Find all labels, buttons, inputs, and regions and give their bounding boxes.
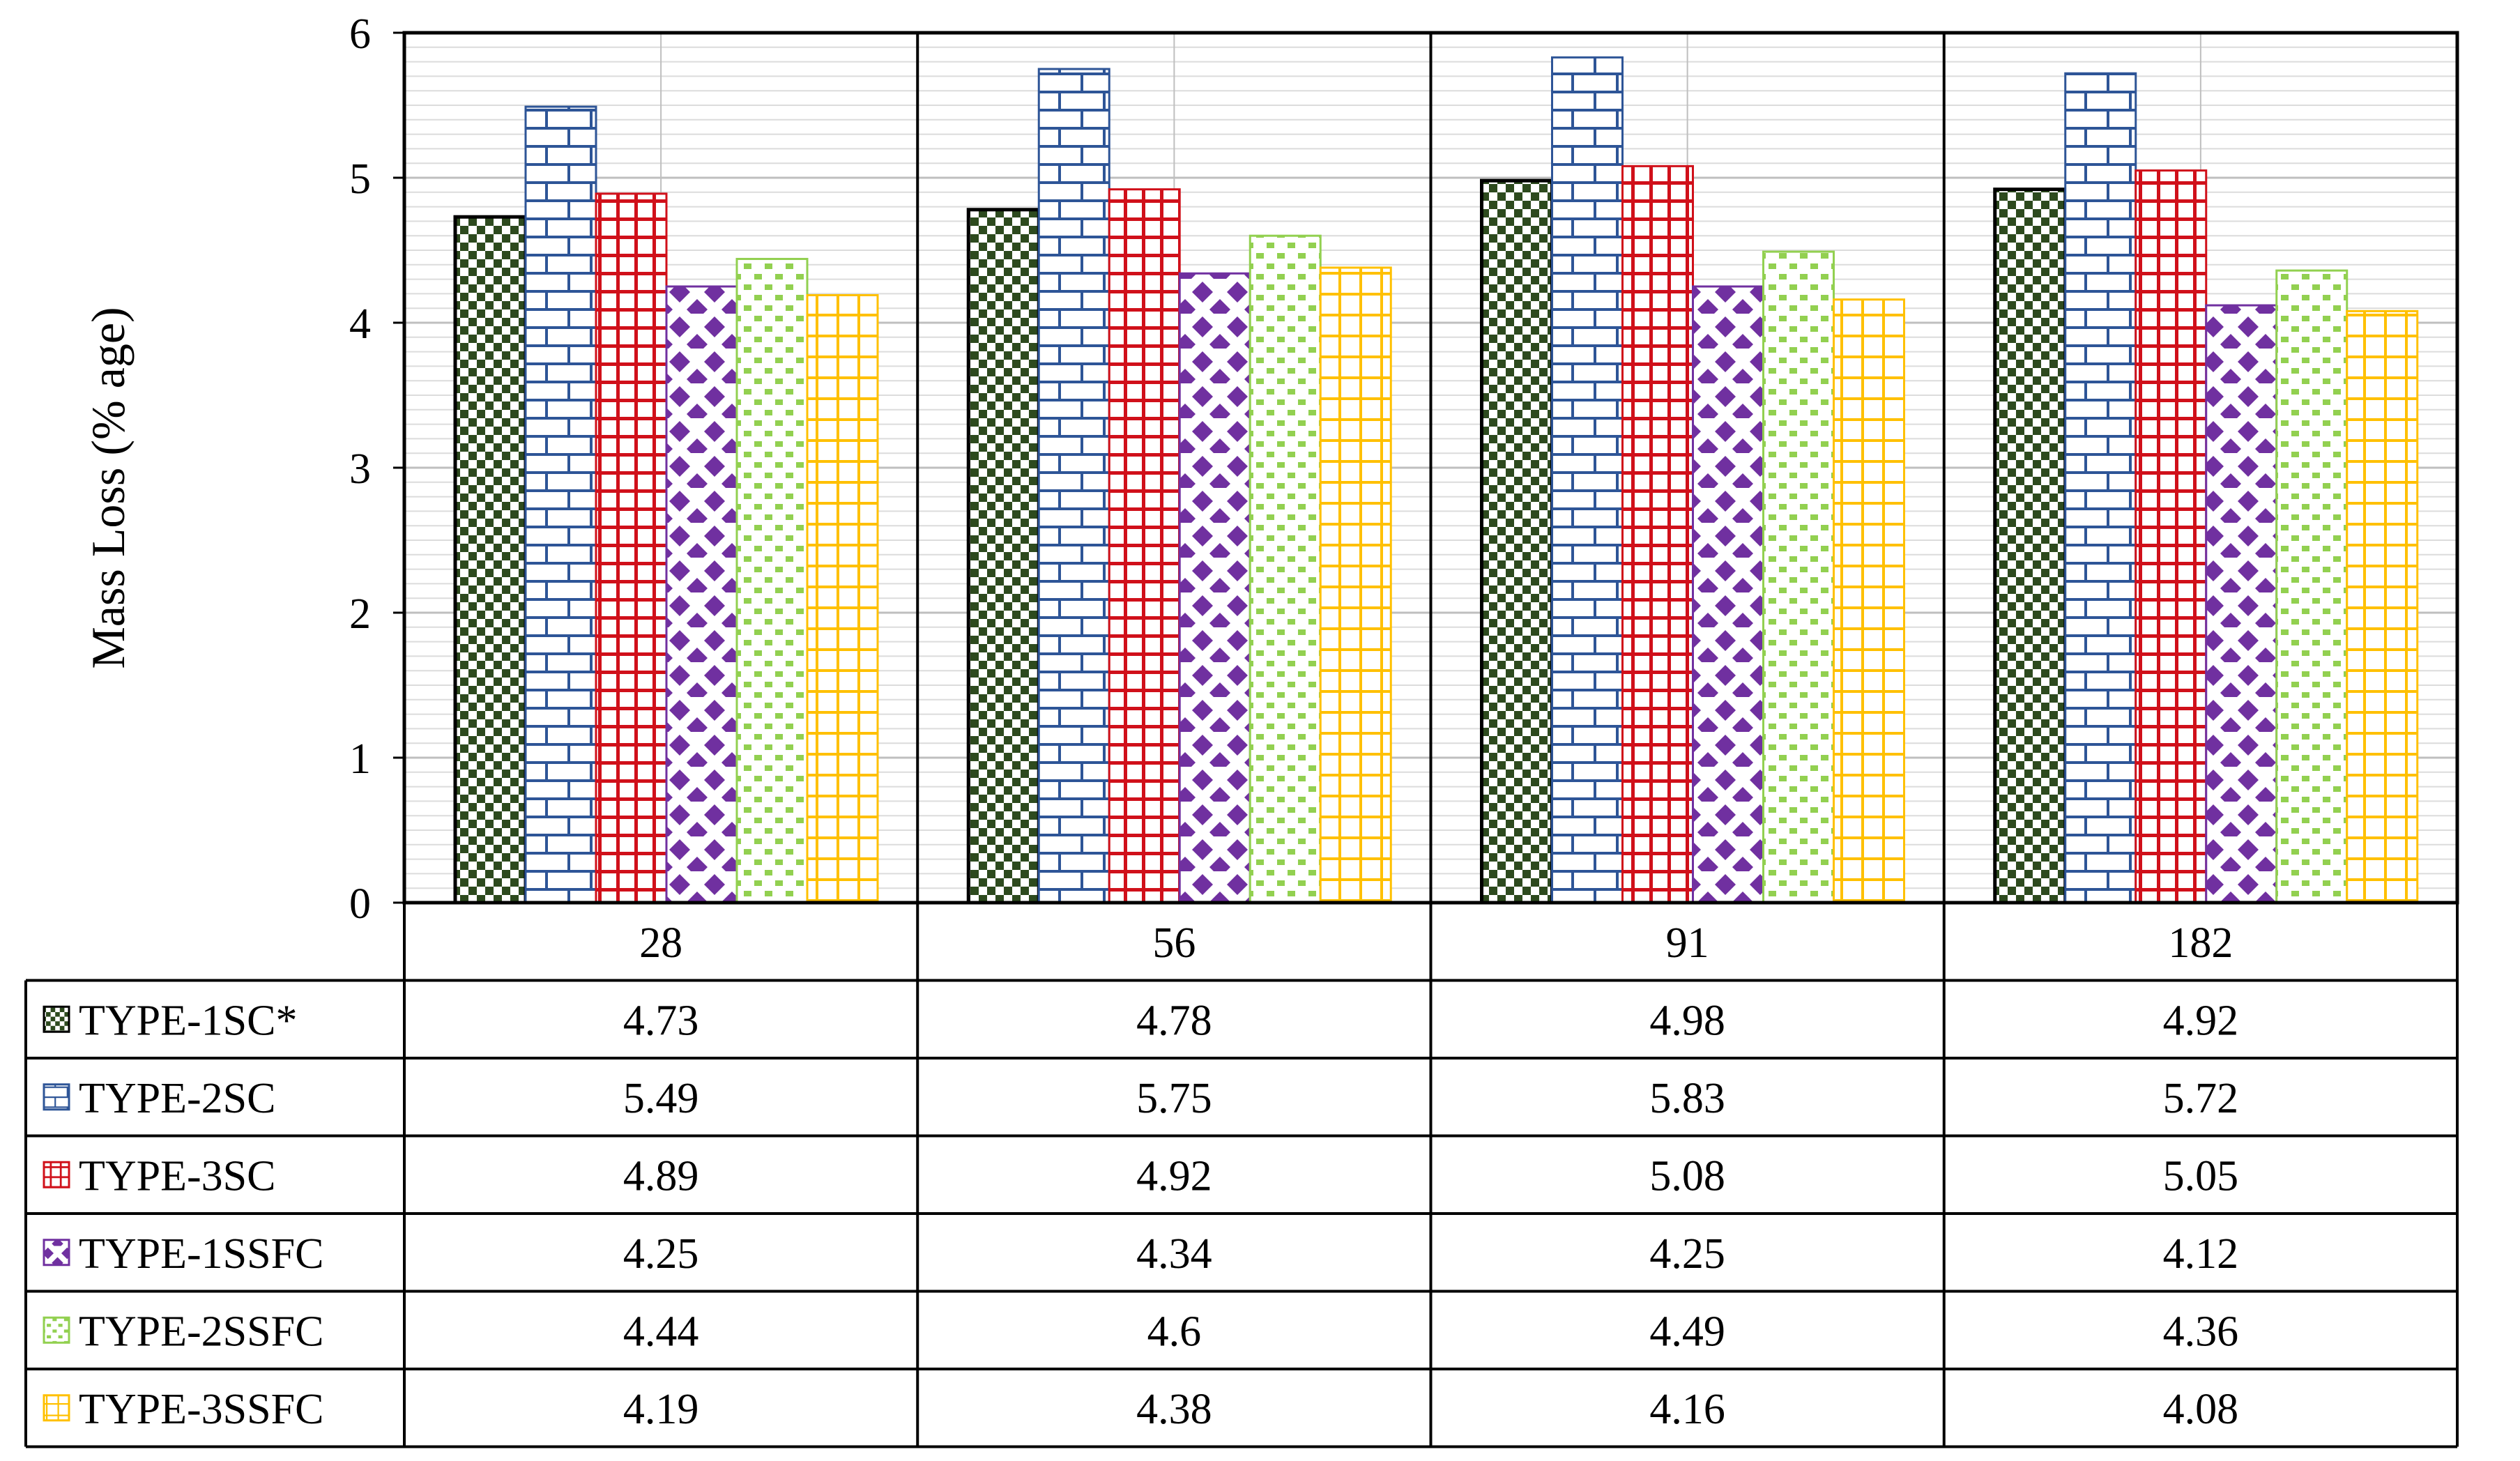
data-label: 4.78 (1136, 997, 1212, 1044)
diamond-icon (43, 1239, 70, 1267)
brick-icon (43, 1083, 70, 1111)
bar-type2ssfc-28 (735, 257, 809, 904)
legend-label: TYPE-2SC (79, 1075, 275, 1122)
cross-grid-icon (43, 1394, 70, 1422)
data-label: 4.12 (2163, 1230, 2239, 1278)
data-label: 4.89 (623, 1152, 699, 1200)
data-label: 5.49 (623, 1075, 699, 1122)
data-table: 28 56 91 182 TYPE-1SC* 4.73 4.78 4.98 4.92 TYPE-2… (24, 901, 2459, 1448)
data-label: 5.75 (1136, 1075, 1212, 1122)
data-label: 4.25 (1649, 1230, 1725, 1278)
data-label: 4.38 (1136, 1386, 1212, 1433)
bars-layer (453, 56, 2419, 905)
data-label: 4.92 (1136, 1152, 1212, 1200)
y-tick-label: 6 (349, 10, 371, 58)
y-tick-label: 0 (349, 880, 371, 928)
bar-type1sc-28 (453, 215, 528, 905)
bar-type1sc-91 (1480, 178, 1554, 905)
bar-type3ssfc-56 (1319, 266, 1392, 904)
bar-type2sc-28 (524, 105, 597, 904)
legend-label: TYPE-2SSFC (79, 1308, 323, 1355)
dotted-squares-icon (43, 1316, 70, 1344)
data-label: 4.19 (623, 1386, 699, 1433)
data-label: 4.98 (1649, 997, 1725, 1044)
data-label: 4.25 (623, 1230, 699, 1278)
bar-type3ssfc-28 (806, 293, 879, 904)
bar-type3sc-91 (1621, 165, 1694, 904)
bar-type1ssfc-182 (2205, 304, 2278, 904)
data-label: 4.73 (623, 997, 699, 1044)
data-label: 4.49 (1649, 1308, 1725, 1355)
bar-type1ssfc-56 (1178, 272, 1251, 904)
grid-icon (43, 1161, 70, 1188)
bar-type1ssfc-91 (1692, 285, 1764, 904)
bar-type2sc-91 (1551, 56, 1624, 904)
data-label: 4.08 (2163, 1386, 2239, 1433)
bar-type3sc-182 (2135, 169, 2208, 904)
x-category-label: 56 (1152, 919, 1196, 967)
data-label: 5.72 (2163, 1075, 2239, 1122)
y-tick-label: 4 (349, 300, 371, 348)
legend-label: TYPE-1SC* (79, 997, 297, 1044)
y-tick-label: 2 (349, 590, 371, 638)
y-tick-label: 1 (349, 735, 371, 783)
x-category-label: 28 (639, 919, 682, 967)
x-category-label: 182 (2168, 919, 2233, 967)
bar-type3ssfc-182 (2346, 309, 2419, 904)
legend-label: TYPE-1SSFC (79, 1230, 323, 1278)
bar-type1sc-56 (966, 208, 1041, 905)
y-tick-label: 3 (349, 445, 371, 493)
data-label: 4.36 (2163, 1308, 2239, 1355)
data-label: 5.05 (2163, 1152, 2239, 1200)
bar-type3ssfc-91 (1833, 298, 1905, 904)
bar-type2sc-56 (1037, 68, 1110, 904)
bar-type1ssfc-28 (665, 285, 738, 904)
legend-label: TYPE-3SSFC (79, 1386, 323, 1433)
y-tick-label: 5 (349, 155, 371, 203)
bar-type2ssfc-91 (1762, 250, 1835, 904)
data-label: 4.92 (2163, 997, 2239, 1044)
bar-type2ssfc-182 (2275, 269, 2349, 904)
data-label: 4.34 (1136, 1230, 1212, 1278)
data-label: 4.16 (1649, 1386, 1725, 1433)
data-label: 5.08 (1649, 1152, 1725, 1200)
data-label: 4.6 (1147, 1308, 1202, 1355)
bar-type1sc-182 (1993, 188, 2068, 905)
bar-type3sc-56 (1108, 188, 1181, 904)
bar-type2sc-182 (2064, 72, 2137, 904)
data-label: 5.83 (1649, 1075, 1725, 1122)
checker-icon (43, 1005, 70, 1033)
bar-type3sc-28 (595, 192, 668, 904)
data-label: 4.44 (623, 1308, 699, 1355)
legend-label: TYPE-3SC (79, 1152, 275, 1200)
bar-type2ssfc-56 (1248, 234, 1322, 904)
y-axis-title: Mass Loss (% age) (82, 307, 135, 668)
x-category-label: 91 (1666, 919, 1709, 967)
